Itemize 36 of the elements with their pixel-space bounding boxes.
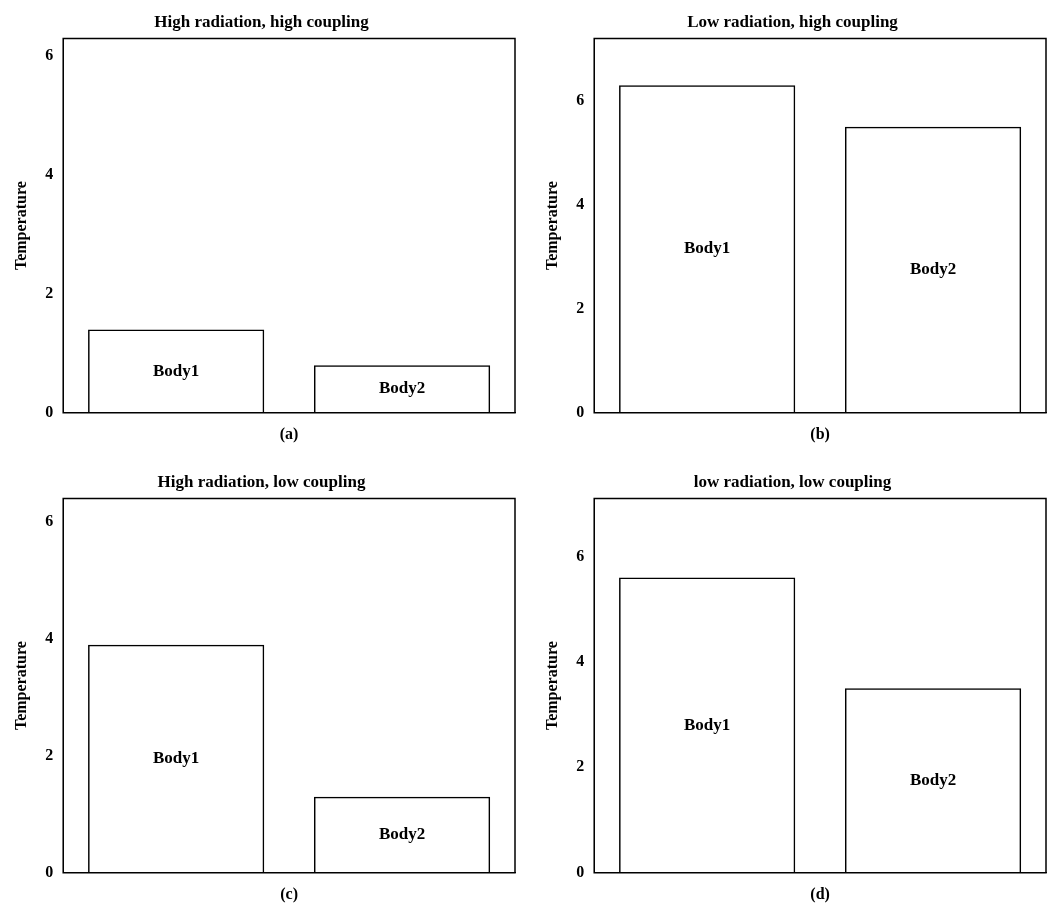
x-axis-title: (a) [279, 424, 299, 443]
y-tick-label: 6 [45, 511, 54, 529]
x-axis-title: (c) [280, 884, 298, 903]
y-tick-label: 2 [45, 745, 54, 763]
y-tick-label: 6 [576, 90, 585, 108]
y-tick-label: 4 [576, 652, 585, 670]
x-tick-label: Body2 [909, 259, 957, 279]
y-tick-label: 0 [45, 862, 54, 880]
x-axis-title: (b) [810, 424, 830, 443]
y-tick-label: 4 [45, 165, 54, 183]
y-tick-label: 6 [45, 46, 54, 64]
x-axis-title: (d) [810, 884, 830, 903]
y-axis-title: Temperature [542, 641, 561, 731]
x-tick-label: Body1 [153, 748, 200, 768]
x-tick-label: Body1 [153, 360, 200, 380]
y-axis-title: Temperature [11, 641, 30, 731]
y-tick-label: 0 [576, 862, 585, 880]
chart-title: Low radiation, high coupling [687, 11, 899, 31]
y-tick-label: 4 [576, 194, 585, 212]
y-tick-label: 2 [576, 298, 585, 316]
y-tick-label: 2 [45, 284, 54, 302]
y-axis-title: Temperature [542, 181, 561, 271]
x-tick-label: Body2 [378, 824, 426, 844]
chart-title: High radiation, high coupling [154, 11, 370, 31]
y-tick-label: 2 [576, 757, 585, 775]
chart-title: low radiation, low coupling [693, 471, 892, 491]
y-tick-label: 0 [576, 402, 585, 420]
y-axis-title: Temperature [11, 181, 30, 271]
y-tick-label: 0 [45, 402, 54, 420]
y-tick-label: 4 [45, 628, 54, 646]
chart-title: High radiation, low coupling [157, 471, 366, 491]
y-tick-label: 6 [576, 546, 585, 564]
x-tick-label: Body1 [684, 714, 731, 734]
x-tick-label: Body2 [378, 378, 426, 398]
x-tick-label: Body1 [684, 238, 731, 258]
x-tick-label: Body2 [909, 769, 957, 789]
